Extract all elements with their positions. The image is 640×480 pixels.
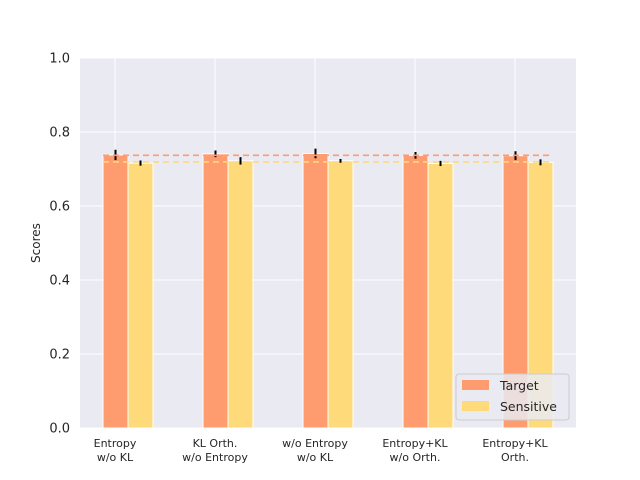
legend-swatch-sensitive — [462, 401, 489, 411]
x-tick-label-line: Entropy+KL — [482, 437, 548, 450]
x-tick-label-line: w/o Entropy — [182, 451, 248, 464]
x-tick-label-line: w/o KL — [97, 451, 134, 464]
y-tick-label: 0.4 — [49, 274, 70, 289]
y-tick-label: 0.8 — [49, 126, 70, 141]
x-tick-label-line: Orth. — [501, 451, 529, 464]
bar-sensitive — [427, 162, 454, 429]
x-tick-label-line: Entropy — [94, 437, 137, 450]
bar-target — [402, 154, 429, 429]
reference-lines — [103, 154, 553, 163]
bar-target — [202, 153, 229, 429]
legend-swatch-target — [462, 380, 489, 390]
y-tick-label: 0.2 — [49, 348, 70, 363]
bar-sensitive — [327, 160, 354, 429]
bars — [102, 152, 554, 429]
error-bars — [114, 148, 542, 167]
y-tick-labels: 0.0 0.2 0.4 0.6 0.8 1.0 — [49, 52, 70, 437]
x-tick-label: KL Orth. w/o Entropy — [182, 437, 248, 464]
y-tick-label: 0.0 — [49, 422, 70, 437]
x-tick-label-line: w/o Orth. — [390, 451, 441, 464]
x-tick-label: Entropy+KL Orth. — [482, 437, 548, 464]
legend-label-target: Target — [499, 378, 539, 393]
bar-target — [302, 152, 329, 429]
x-tick-label: Entropy w/o KL — [94, 437, 137, 464]
y-axis-label: Scores — [29, 223, 43, 263]
x-tick-label-line: w/o KL — [297, 451, 334, 464]
bar-sensitive — [227, 160, 254, 429]
bar-sensitive — [127, 162, 154, 429]
y-tick-label: 1.0 — [49, 52, 70, 67]
x-tick-label: w/o Entropy w/o KL — [282, 437, 348, 464]
x-tick-label-line: KL Orth. — [193, 437, 238, 450]
x-tick-label: Entropy+KL w/o Orth. — [382, 437, 448, 464]
legend-label-sensitive: Sensitive — [500, 399, 557, 414]
y-tick-label: 0.6 — [49, 200, 70, 215]
bar-target — [102, 154, 129, 429]
legend: Target Sensitive — [455, 373, 570, 421]
x-tick-label-line: Entropy+KL — [382, 437, 448, 450]
x-tick-label-line: w/o Entropy — [282, 437, 348, 450]
